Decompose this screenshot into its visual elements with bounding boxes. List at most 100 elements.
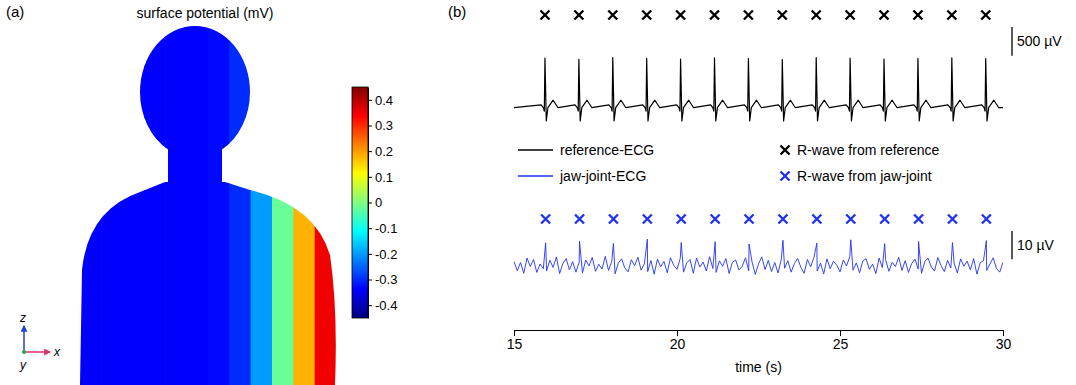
r-wave-marker [914,215,923,224]
colorbar-tick: -0.2 [368,246,397,261]
legend-label: reference-ECG [560,142,654,158]
colorbar-tick-mark [368,203,372,204]
colorbar-tick: -0.4 [368,298,397,313]
colorbar-tick-mark [368,126,372,127]
colorbar-tick: -0.3 [368,272,397,287]
legend-swatch [518,149,553,151]
r-wave-marker [574,11,583,20]
colorbar-tick-mark [368,280,372,281]
colorbar-tick-label: -0.1 [375,221,397,236]
r-wave-markers [540,11,990,20]
legend-label: jaw-joint-ECG [559,168,646,184]
colorbar-tick: 0.3 [368,118,393,133]
panel-label: (a) [6,3,24,20]
legend-label: R-wave from reference [797,142,940,158]
colorbar-tick: 0.2 [368,144,393,159]
surface-strip [101,20,123,385]
r-wave-marker [676,11,685,20]
r-wave-marker [981,11,990,20]
triad-arrow [24,351,50,353]
surface-strip [144,20,166,385]
r-wave-marker [778,11,787,20]
triad-arrow [23,326,25,352]
x-axis: 15 20 25 30 [507,330,1012,352]
r-wave-marker [643,215,652,224]
triad-label: z [19,311,26,325]
colorbar-tick: -0.1 [368,221,397,236]
x-axis-line [515,330,1004,331]
colorbar-tick-label: -0.4 [375,298,397,313]
colorbar-tick-label: 0.4 [375,92,393,107]
ecg-trace [514,239,1003,274]
r-wave-marker [947,11,956,20]
r-wave-marker [745,215,754,224]
legend: reference-ECG R-wave from reference jaw-jo… [518,142,940,184]
r-wave-marker [711,215,720,224]
r-wave-marker [540,11,549,20]
body-surface [80,20,337,385]
scale-bar [1011,231,1012,259]
surface-strip [80,20,102,385]
x-tick-label: 25 [833,336,849,352]
colorbar-tick-label: 0 [375,195,382,210]
ecg-trace [514,58,1003,121]
surface-strip [293,20,315,385]
figure: (a)surface potential (mV)-0.4-0.3-0.2-0.… [0,0,1076,385]
r-wave-marker [982,215,991,224]
r-wave-marker [948,215,957,224]
r-wave-marker [608,11,617,20]
colorbar-tick-mark [368,305,372,306]
x-tick-label: 15 [507,336,523,352]
r-wave-marker [744,11,753,20]
colorbar-tick-mark [368,254,372,255]
colorbar-tick-mark [368,177,372,178]
legend-swatch [781,146,790,155]
r-wave-marker [913,11,922,20]
x-tick: 20 [670,330,686,352]
r-wave-marker [575,215,584,224]
axis-triad: x y z [19,311,61,372]
r-wave-markers [541,215,991,224]
r-wave-marker [677,215,686,224]
r-wave-marker [778,215,787,224]
surface-strip [165,20,187,385]
r-wave-marker [880,11,889,20]
colorbar-tick-label: -0.2 [375,246,397,261]
scale-bar-label: 10 µV [1017,237,1055,253]
surface-strip [187,20,209,385]
r-wave-marker [541,215,550,224]
r-wave-marker [880,215,889,224]
colorbar-tick-mark [368,228,372,229]
surface-strip [123,20,145,385]
annotations: 500 µV10 µV [1012,27,1062,259]
x-tick: 25 [833,330,849,352]
x-tick-label: 30 [996,336,1012,352]
x-tick: 30 [996,330,1012,352]
colorbar-tick-label: 0.2 [375,144,393,159]
r-wave-marker [609,215,618,224]
scale-bar [1011,27,1012,56]
x-tick: 15 [507,330,523,352]
legend-label: R-wave from jaw-joint [797,168,932,184]
panel-b: (b)500 µV10 µVreference-ECGR-wave from r… [448,3,1062,375]
surface-strip [229,20,251,385]
colorbar-tick-label: 0.3 [375,118,393,133]
triad-label: x [53,345,61,359]
x-tick-label: 20 [670,336,686,352]
r-wave-marker [846,215,855,224]
panel-a: (a)surface potential (mV)-0.4-0.3-0.2-0.… [6,3,397,385]
colorbar-tick-label: -0.3 [375,272,397,287]
r-wave-marker [846,11,855,20]
colorbar-tick-mark [368,151,372,152]
x-axis-title: time (s) [735,359,782,375]
surface-strip [315,20,337,385]
r-wave-marker [710,11,719,20]
surface-strip [251,20,273,385]
triad-origin [22,350,26,354]
triad-label: y [19,358,27,372]
legend-swatch [781,172,790,181]
r-wave-marker [642,11,651,20]
r-wave-marker [812,215,821,224]
colorbar [352,87,368,318]
colorbar-tick-label: 0.1 [375,169,393,184]
